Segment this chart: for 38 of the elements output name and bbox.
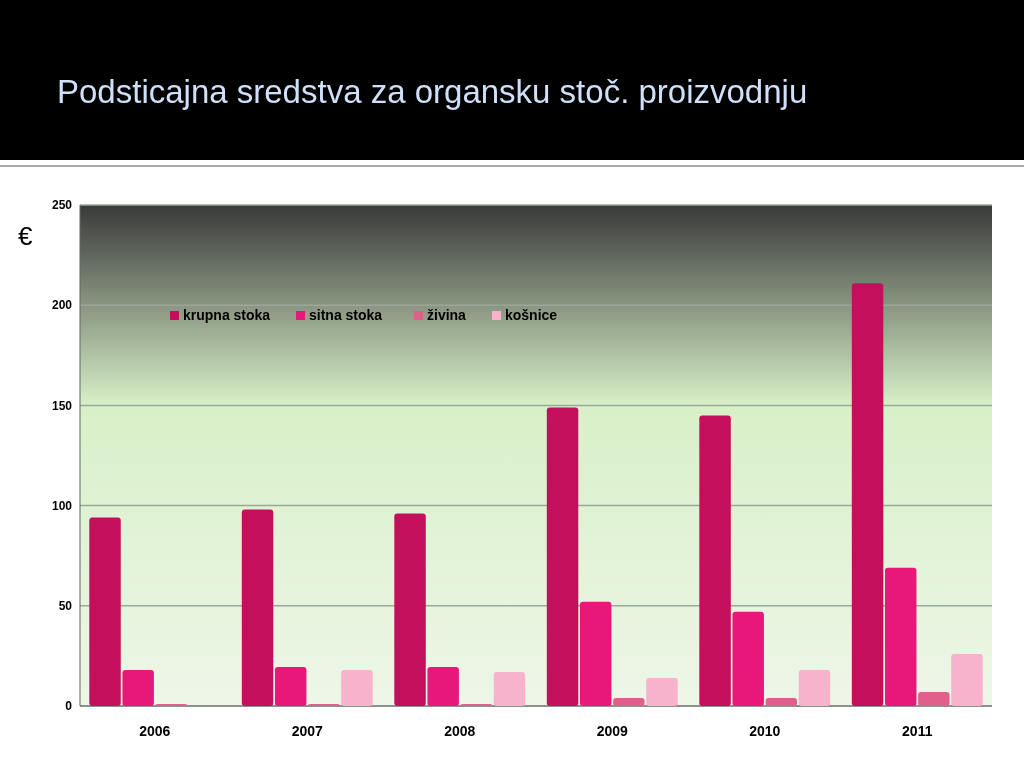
legend-label: krupna stoka [183,307,271,323]
x-tick-label: 2007 [291,723,324,739]
bar [427,666,459,706]
bar [918,691,950,706]
y-tick-label: 50 [58,599,73,613]
chart-title: Podsticajna sredstva za organsku stoč. proizvodnju [57,73,808,110]
legend-label: sitna stoka [309,307,383,323]
bar [274,666,307,706]
legend-label: košnice [505,307,558,323]
y-tick-label: 200 [51,298,73,313]
bar [765,697,798,706]
bar [613,697,645,706]
y-tick-label: 150 [51,398,73,413]
bar [646,677,678,706]
bar [122,669,154,706]
x-tick-label: 2011 [902,723,933,739]
bar [241,509,274,706]
x-tick-label: 2010 [749,723,781,739]
x-tick-label: 2009 [596,723,629,739]
bar [89,517,121,706]
bar [884,567,917,706]
bar [493,671,526,706]
bar [579,601,612,706]
bar [732,611,764,706]
y-tick-label: 0 [65,699,73,714]
bar [798,669,831,706]
x-tick-label: 2008 [444,723,476,739]
y-tick-label: 250 [51,198,73,213]
bar [341,669,373,706]
x-tick-label: 2006 [139,723,171,739]
bar [699,415,731,706]
legend-label: živina [427,307,467,323]
bar [394,513,426,706]
bar [951,653,983,706]
bar [546,407,579,706]
bar [851,283,884,706]
y-axis-title: € [18,221,33,251]
y-tick-label: 100 [51,498,73,513]
